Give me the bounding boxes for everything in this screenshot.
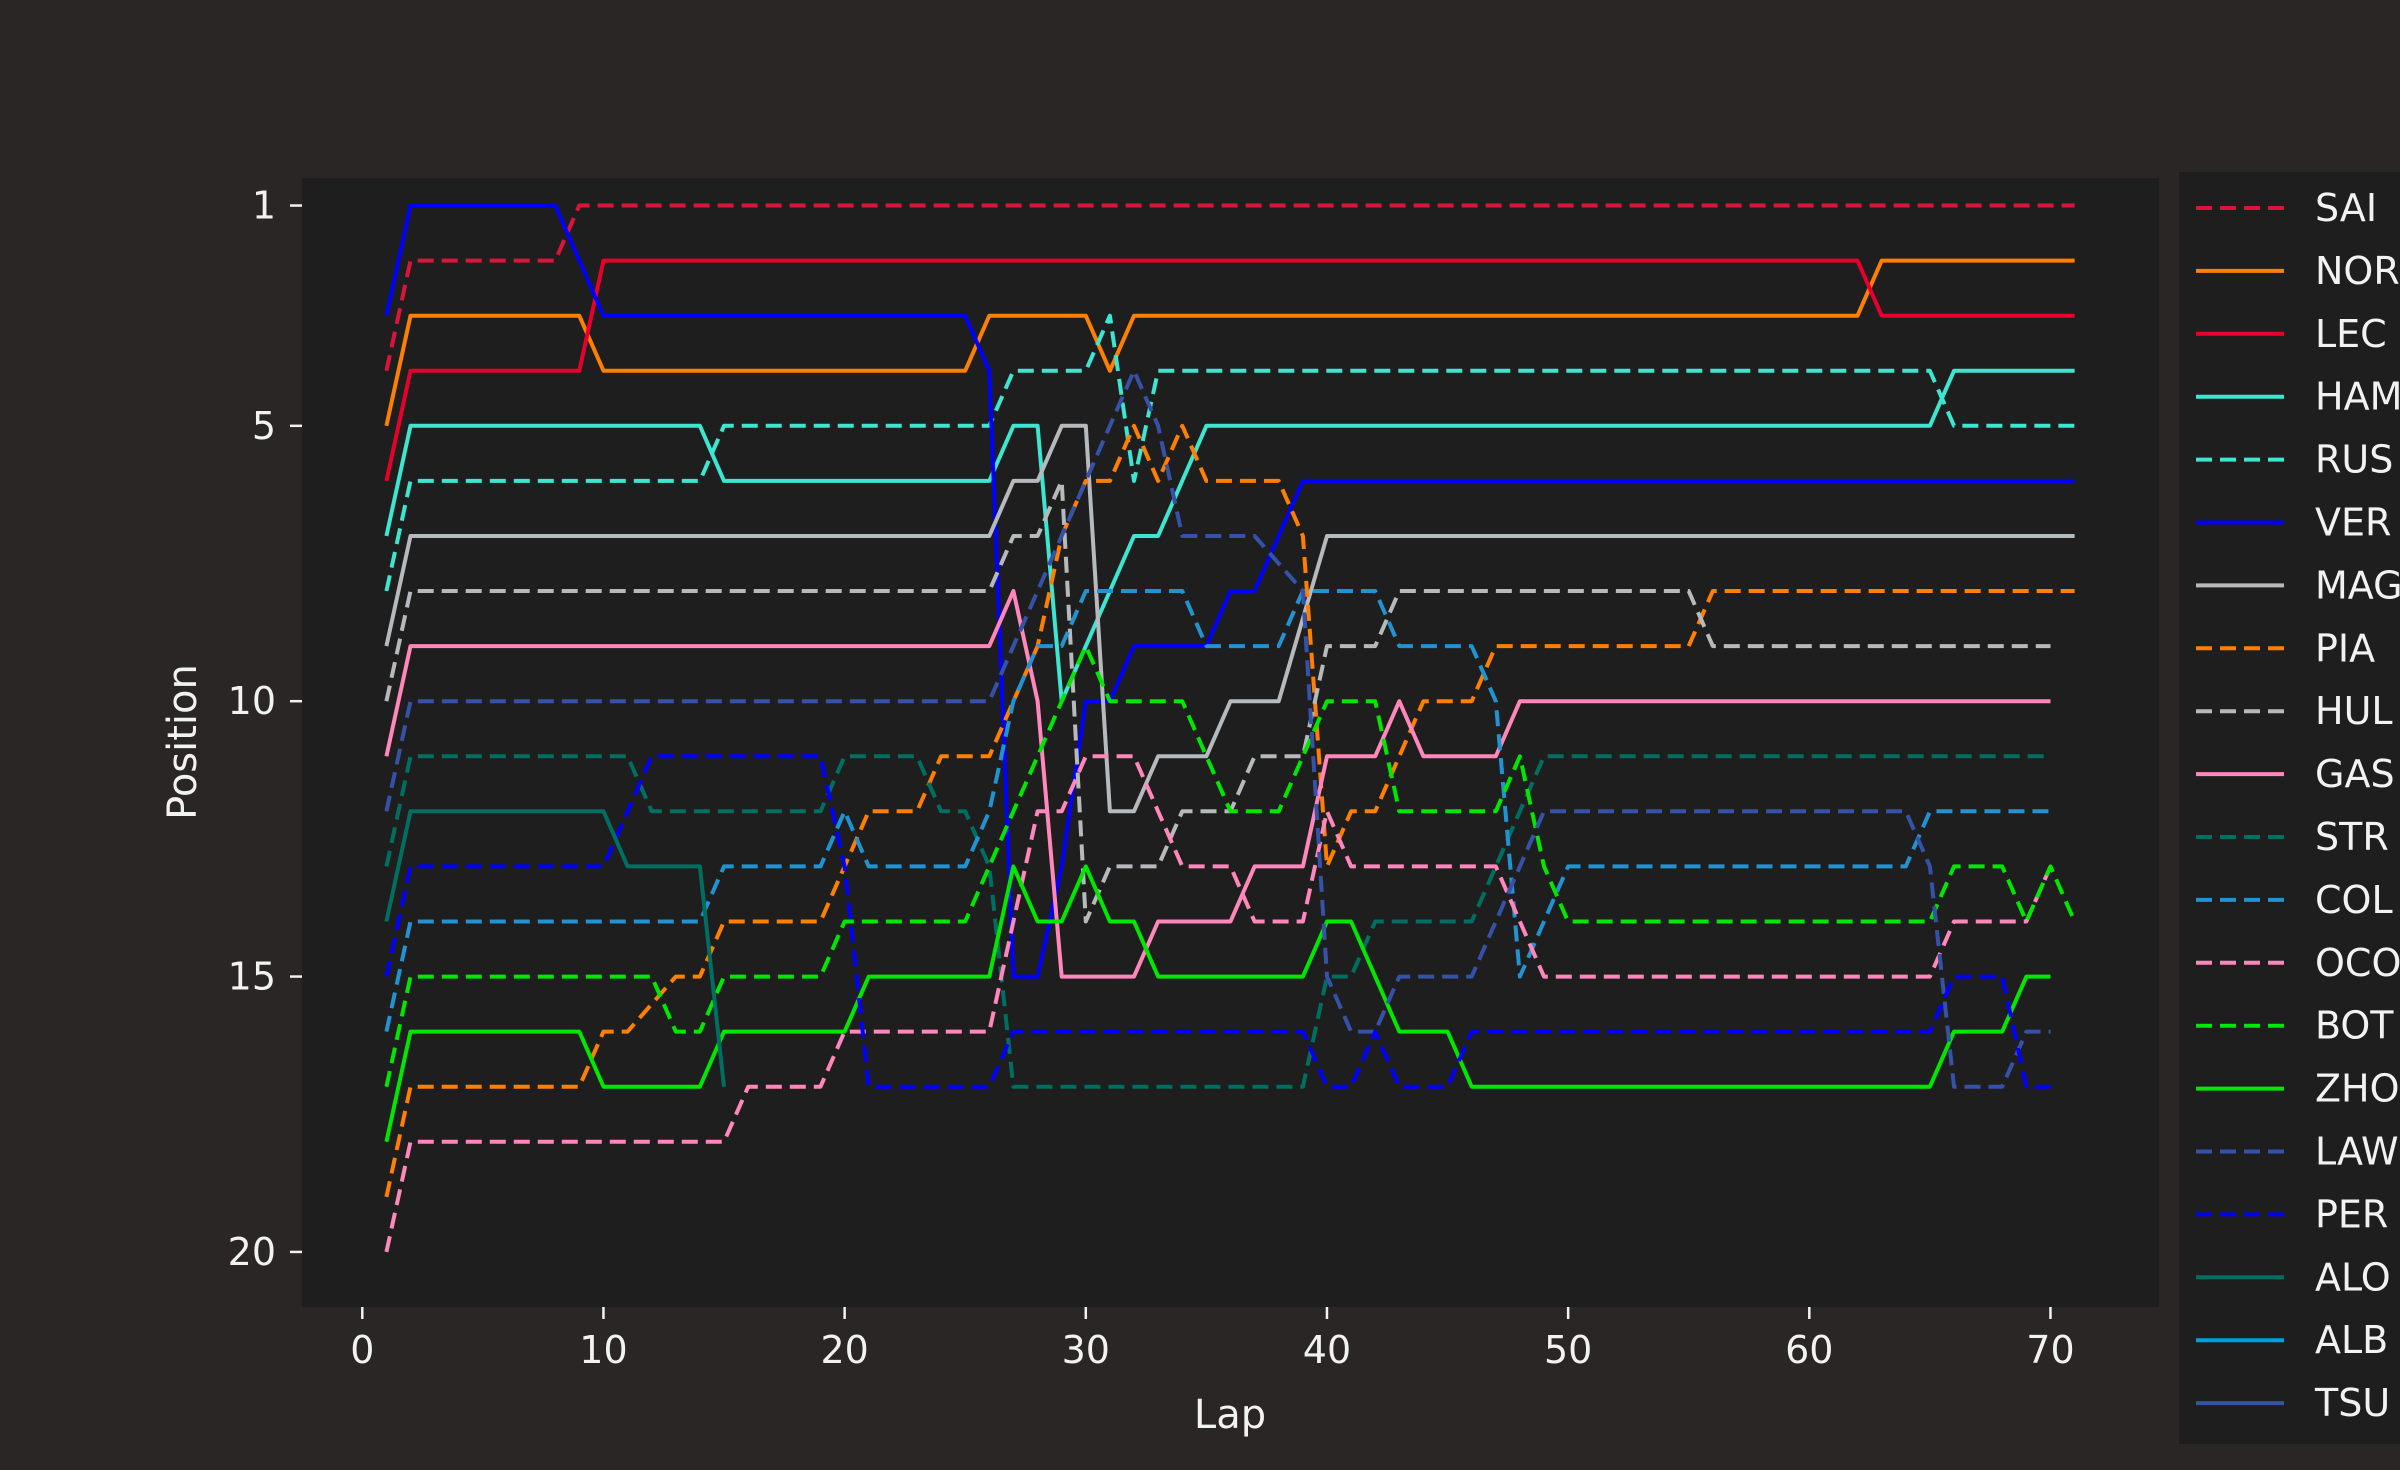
legend-label-alb: ALB [2315, 1318, 2388, 1362]
y-tick-label: 15 [228, 955, 276, 999]
plot-area [302, 178, 2159, 1307]
series-line-zho [384, 864, 2051, 1143]
series-line-oco [384, 754, 2053, 1253]
legend-label-rus: RUS [2315, 438, 2393, 482]
legend-label-oco: OCO [2315, 941, 2400, 985]
series-line-mag [384, 423, 2075, 814]
legend-label-hul: HUL [2315, 689, 2393, 733]
legend-label-alo: ALO [2315, 1255, 2391, 1299]
x-tick-label: 60 [1785, 1328, 1833, 1372]
legend-label-str: STR [2315, 815, 2389, 859]
series-line-bot [384, 644, 2077, 1088]
y-axis-label: Position [160, 664, 206, 820]
legend-label-nor: NOR [2315, 249, 2400, 293]
y-tick-label: 1 [252, 184, 276, 228]
x-tick-label: 0 [350, 1328, 374, 1372]
legend-box [2179, 172, 2400, 1444]
series-line-pia [384, 423, 2075, 1198]
legend-label-lec: LEC [2315, 312, 2387, 356]
series-line-alo [384, 809, 726, 1087]
x-tick-label: 70 [2026, 1328, 2074, 1372]
legend-label-law: LAW [2315, 1130, 2399, 1174]
series-line-hul [384, 478, 2051, 924]
legend-label-tsu: TSU [2314, 1381, 2390, 1425]
legend-label-sai: SAI [2315, 186, 2377, 230]
x-tick-label: 20 [820, 1328, 868, 1372]
x-tick-label: 50 [1544, 1328, 1592, 1372]
series-layer [384, 203, 2077, 1253]
x-tick-label: 10 [579, 1328, 627, 1372]
series-line-law [384, 368, 2051, 1089]
legend-label-ham: HAM [2315, 375, 2400, 419]
legend-label-mag: MAG [2315, 563, 2400, 607]
y-tick-label: 10 [228, 679, 276, 723]
legend-label-per: PER [2315, 1192, 2388, 1236]
legend-label-bot: BOT [2315, 1004, 2394, 1048]
series-line-gas [384, 589, 2051, 979]
legend-label-col: COL [2315, 878, 2393, 922]
legend-label-pia: PIA [2315, 626, 2375, 670]
y-tick-label: 20 [228, 1230, 276, 1274]
series-line-per [384, 754, 2051, 1089]
legend-label-gas: GAS [2315, 752, 2395, 796]
x-tick-label: 30 [1062, 1328, 1110, 1372]
series-line-nor [384, 258, 2075, 427]
legend-label-ver: VER [2315, 501, 2391, 545]
legend-label-zho: ZHO [2315, 1067, 2400, 1111]
series-line-lec [384, 258, 2075, 482]
series-line-sai [384, 203, 2075, 372]
x-tick-label: 40 [1303, 1328, 1351, 1372]
series-line-col [384, 589, 2051, 1033]
x-axis-label: Lap [1194, 1392, 1266, 1438]
y-tick-label: 5 [252, 404, 276, 448]
legend: SAI NOR LEC HAM RUS VER MAG PIA HUL GAS STR COL OCO B… [2196, 186, 2400, 1425]
series-line-rus [384, 313, 2075, 592]
